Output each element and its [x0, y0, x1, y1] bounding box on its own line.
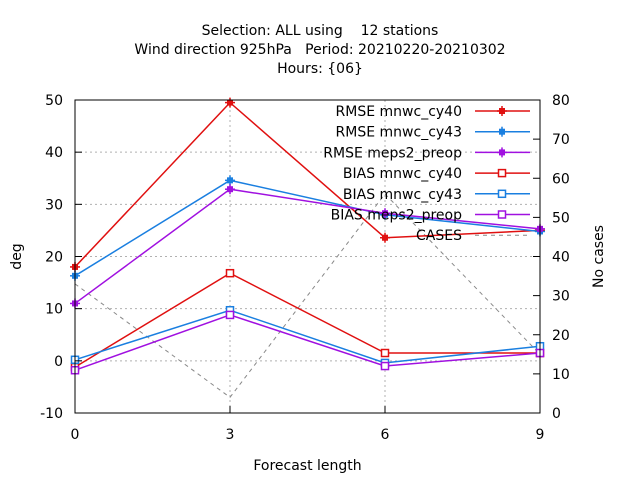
- data-point: [380, 361, 390, 371]
- y-tick-label: 50: [45, 93, 63, 109]
- x-tick-label: 0: [71, 427, 80, 443]
- x-axis-label: Forecast length: [253, 458, 361, 474]
- series-line: [74, 193, 541, 399]
- data-point: [382, 234, 388, 241]
- series-bias-mnwc-cy43: [70, 305, 545, 368]
- data-point: [227, 99, 233, 106]
- series-bias-meps2-preop: [70, 310, 545, 375]
- y-tick-label: 30: [45, 197, 63, 213]
- y2-axis-label: No cases: [591, 225, 607, 288]
- legend-label: BIAS mnwc_cy40: [343, 166, 462, 182]
- series-line: [74, 101, 541, 268]
- title-line: Wind direction 925hPa Period: 20210220-2…: [134, 42, 505, 58]
- y2-tick-label: 20: [552, 328, 570, 344]
- title-line: Hours: {06}: [277, 61, 363, 77]
- legend-label: BIAS meps2_preop: [331, 208, 463, 224]
- data-point: [225, 310, 235, 320]
- title-line: Selection: ALL using 12 stations: [202, 23, 439, 39]
- series-rmse-mnwc-cy43: [70, 175, 545, 281]
- legend-marker: [497, 189, 507, 199]
- y2-tick-label: 60: [552, 171, 570, 187]
- legend-label: CASES: [416, 228, 462, 244]
- x-tick-label: 3: [226, 427, 235, 443]
- chart-title: Selection: ALL using 12 stations Wind dir…: [134, 23, 505, 77]
- y-tick-label: 20: [45, 250, 63, 266]
- legend-marker: [499, 108, 505, 114]
- series-cases: [74, 193, 541, 399]
- legend: RMSE mnwc_cy40 RMSE mnwc_cy43 RMSE meps2_p…: [323, 104, 530, 244]
- series-rmse-mnwc-cy40: [70, 97, 545, 272]
- data-point: [227, 177, 233, 184]
- y2-tick-label: 50: [552, 210, 570, 226]
- legend-marker: [499, 149, 505, 156]
- x-tick-label: 9: [536, 427, 545, 443]
- legend-marker: [497, 210, 507, 219]
- y-tick-label: 40: [45, 145, 63, 161]
- y2-tick-label: 0: [552, 406, 561, 422]
- series-line: [74, 188, 541, 305]
- legend-label: BIAS mnwc_cy43: [343, 187, 462, 203]
- y2-tick-label: 80: [552, 93, 570, 109]
- series-line: [74, 272, 540, 368]
- y-tick-label: 0: [54, 354, 63, 370]
- data-point: [227, 186, 233, 193]
- y-axis-label: deg: [9, 243, 25, 269]
- series-line: [74, 179, 541, 277]
- y-tick-label: -10: [40, 406, 63, 422]
- legend-marker: [497, 168, 507, 178]
- y2-tick-label: 30: [552, 289, 570, 305]
- series-line: [74, 309, 541, 364]
- series-layer: [70, 97, 545, 399]
- y2-tick-label: 70: [552, 132, 570, 148]
- series-line: [74, 314, 541, 371]
- data-point: [380, 348, 390, 358]
- y2-tick-label: 40: [552, 250, 570, 266]
- legend-label: RMSE mnwc_cy40: [336, 104, 462, 120]
- x-tick-label: 6: [381, 427, 390, 443]
- series-rmse-meps2-preop: [70, 184, 545, 309]
- series-bias-mnwc-cy40: [70, 268, 545, 372]
- legend-label: RMSE meps2_preop: [323, 145, 462, 161]
- data-point: [225, 268, 235, 278]
- legend-label: RMSE mnwc_cy43: [336, 125, 462, 141]
- y2-tick-label: 10: [552, 367, 570, 383]
- grid-lines: [75, 100, 540, 413]
- y-tick-label: 10: [45, 302, 63, 318]
- legend-marker: [499, 128, 505, 135]
- data-point: [382, 210, 388, 217]
- axis-ticks: -10 0 10 20 30 40 50 0 10 20 30 40 50 60 70 80 0 3 6 9: [40, 93, 570, 443]
